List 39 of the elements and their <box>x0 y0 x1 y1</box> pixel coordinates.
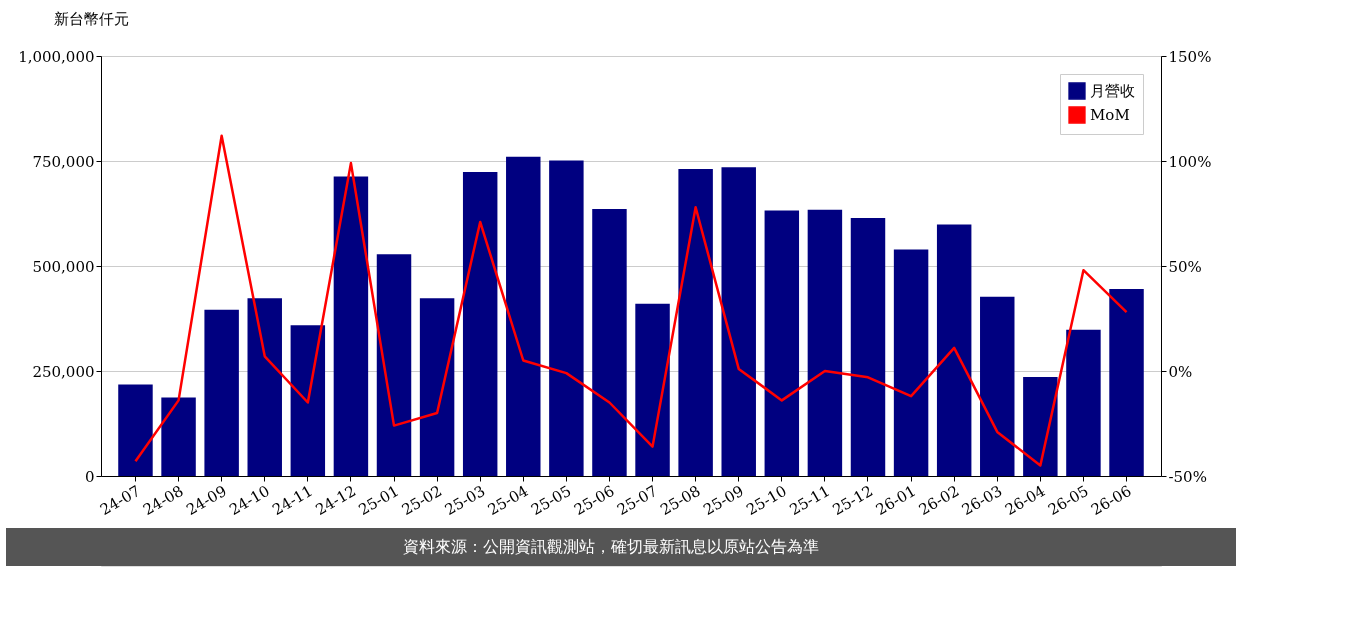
bar <box>118 384 153 476</box>
bar <box>635 303 670 476</box>
line-series <box>134 134 1128 467</box>
bar <box>936 224 972 476</box>
bar <box>850 218 886 476</box>
y2-tick-label: 150% <box>1168 47 1212 66</box>
y-tick-label: 0 <box>84 467 95 486</box>
bar <box>549 160 584 476</box>
y2-tick-label: 0% <box>1168 362 1193 381</box>
y2-tick-label: -50% <box>1168 467 1207 486</box>
legend-label: 月營收 <box>1090 82 1135 100</box>
y2-tick-label: 100% <box>1168 152 1212 171</box>
y-tick-label: 250,000 <box>32 362 95 381</box>
y-tick-label: 750,000 <box>32 152 95 171</box>
y-axis-title: 新台幣仟元 <box>54 9 129 28</box>
bar <box>807 209 843 476</box>
bar <box>462 171 498 476</box>
bar <box>333 176 369 476</box>
bar <box>290 325 326 476</box>
y2-tick-label: 50% <box>1168 257 1202 276</box>
bar <box>204 309 239 476</box>
bar <box>1023 376 1058 476</box>
bar <box>592 208 627 476</box>
bar <box>764 210 800 476</box>
bar <box>1109 289 1144 476</box>
bar <box>161 397 196 476</box>
legend-label: MoM <box>1090 106 1130 124</box>
bar <box>893 249 929 476</box>
bar <box>1066 329 1101 476</box>
bar <box>376 254 412 476</box>
source-note: 資料來源：公開資訊觀測站，確切最新訊息以原站公告為準 <box>403 537 819 556</box>
bar <box>506 156 541 476</box>
bar <box>419 298 455 476</box>
bar <box>980 296 1015 476</box>
y-tick-label: 1,000,000 <box>18 47 95 66</box>
bar <box>678 168 713 476</box>
bar <box>247 298 282 476</box>
bar <box>721 167 756 476</box>
y-tick-label: 500,000 <box>32 257 95 276</box>
